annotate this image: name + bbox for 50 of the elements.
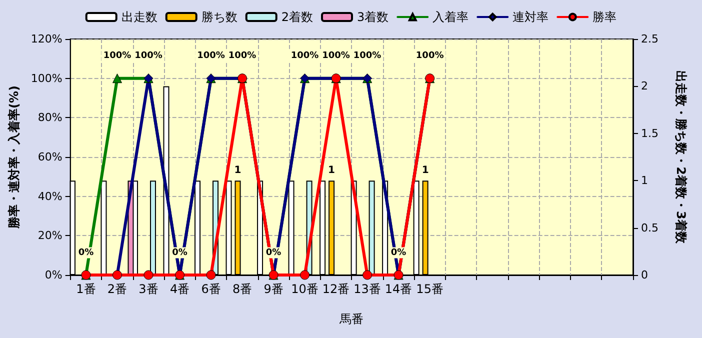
- y-tick-label: 120%: [30, 32, 62, 46]
- y-axis-title: 勝率・連対率・入着率(%): [7, 86, 21, 230]
- x-tick-label: 6番: [201, 282, 221, 296]
- y2-tick-label: 0.5: [641, 221, 658, 234]
- x-axis-title: 馬番: [338, 312, 364, 326]
- legend-label: 入着率: [432, 10, 469, 24]
- y2-tick-label: 2.5: [641, 32, 658, 46]
- data-label: 100%: [197, 51, 225, 62]
- x-tick-label: 2番: [107, 282, 128, 296]
- data-label: 100%: [416, 51, 444, 62]
- data-label: 100%: [290, 51, 319, 62]
- x-tick-label: 14番: [384, 282, 412, 296]
- data-label: 100%: [353, 51, 382, 62]
- legend-label: 勝ち数: [201, 10, 238, 24]
- data-label: 100%: [134, 51, 162, 62]
- y-tick-label: 0%: [44, 268, 62, 282]
- y-tick-label: 40%: [38, 190, 62, 203]
- x-tick-label: 15番: [416, 282, 444, 296]
- y2-tick-label: 2: [641, 80, 648, 93]
- y2-tick-label: 1.5: [641, 126, 658, 140]
- data-label: 0%: [390, 248, 406, 258]
- y2-tick-label: 1: [641, 174, 648, 188]
- legend-label: 2着数: [281, 10, 314, 24]
- y-tick-label: 20%: [38, 229, 62, 242]
- x-tick-label: 3番: [138, 282, 158, 296]
- y-tick-label: 60%: [38, 150, 62, 164]
- x-tick-label: 10番: [291, 282, 318, 296]
- x-tick-label: 1番: [76, 282, 96, 296]
- data-label: 1: [234, 165, 242, 176]
- y-tick-label: 80%: [38, 111, 62, 124]
- data-label: 0%: [172, 248, 188, 258]
- legend-label: 勝率: [592, 10, 617, 24]
- legend-label: 3着数: [357, 10, 389, 24]
- y2-tick-label: 0: [641, 268, 648, 282]
- data-label: 0%: [78, 248, 94, 258]
- y2-axis-title: 出走数・勝ち数・2着数・3着数: [674, 70, 688, 244]
- x-tick-label: 8番: [232, 282, 252, 296]
- legend-label: 連対率: [512, 10, 549, 24]
- data-label: 1: [328, 165, 336, 176]
- x-tick-label: 13番: [354, 282, 381, 296]
- data-label: 100%: [228, 51, 256, 62]
- data-label: 100%: [322, 51, 350, 62]
- x-tick-label: 12番: [322, 282, 350, 296]
- data-label: 1: [422, 165, 429, 176]
- x-tick-label: 4番: [170, 282, 190, 296]
- y-tick-label: 100%: [30, 72, 62, 85]
- data-label: 0%: [266, 248, 282, 258]
- data-label: 100%: [103, 51, 132, 62]
- legend-label: 出走数: [121, 10, 158, 24]
- x-tick-label: 9番: [264, 282, 284, 296]
